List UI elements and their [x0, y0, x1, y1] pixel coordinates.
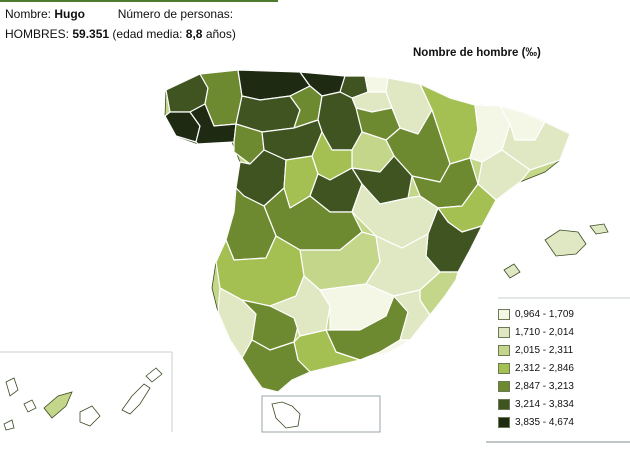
count-label: Número de personas: [117, 7, 234, 21]
island-lanzarote [145, 367, 163, 383]
island-el-hierro [3, 419, 15, 431]
legend-label: 3,835 - 4,674 [515, 416, 574, 428]
legend-item: 0,964 - 1,709 [498, 305, 622, 323]
legend-item: 1,710 - 2,014 [498, 323, 622, 341]
map-title: Nombre de hombre (‰) [413, 47, 541, 59]
island-la-palma [5, 377, 19, 397]
island-gran-canaria [79, 405, 101, 427]
legend-label: 2,015 - 2,311 [515, 344, 574, 356]
island-ibiza [503, 263, 521, 279]
province-guipuzcoa [364, 75, 389, 93]
name-label: Nombre: [5, 7, 52, 21]
age-value: 8,8 [185, 27, 203, 41]
top-accent-bar [0, 0, 278, 2]
legend-swatch [498, 344, 510, 356]
men-label: HOMBRES: [5, 27, 70, 41]
men-value: 59.351 [72, 27, 110, 41]
legend-swatch [498, 416, 510, 428]
island-menorca [589, 223, 609, 235]
legend-label: 2,847 - 3,213 [515, 380, 574, 392]
island-la-gomera [23, 399, 37, 413]
legend-item: 3,214 - 3,834 [498, 395, 622, 413]
legend-item: 3,835 - 4,674 [498, 413, 622, 431]
ceuta-inset [261, 395, 381, 433]
legend-swatch [498, 326, 510, 338]
legend-item: 2,847 - 3,213 [498, 377, 622, 395]
legend-label: 1,710 - 2,014 [515, 326, 574, 338]
legend-label: 2,312 - 2,846 [515, 362, 574, 374]
age-suffix: años) [205, 27, 236, 41]
legend-label: 3,214 - 3,834 [515, 398, 574, 410]
ceuta-shape [271, 401, 301, 429]
province-cadiz [241, 339, 311, 393]
legend-swatch [498, 308, 510, 320]
island-tenerife [43, 391, 73, 419]
legend-swatch [498, 380, 510, 392]
legend-swatch [498, 398, 510, 410]
province-almeria [359, 339, 411, 361]
legend-label: 0,964 - 1,709 [515, 308, 574, 320]
legend-item: 2,015 - 2,311 [498, 341, 622, 359]
island-fuerteventura [121, 383, 151, 415]
legend-item: 2,312 - 2,846 [498, 359, 622, 377]
name-value: Hugo [54, 7, 86, 21]
age-prefix: (edad media: [112, 27, 183, 41]
map-legend: 0,964 - 1,709 1,710 - 2,014 2,015 - 2,31… [498, 305, 622, 431]
province-murcia [393, 289, 431, 341]
island-mallorca [544, 229, 587, 257]
men-stats-line: HOMBRES: 59.351 (edad media: 8,8 años) [5, 27, 236, 41]
legend-swatch [498, 362, 510, 374]
name-line: Nombre: Hugo Número de personas: [5, 7, 233, 21]
